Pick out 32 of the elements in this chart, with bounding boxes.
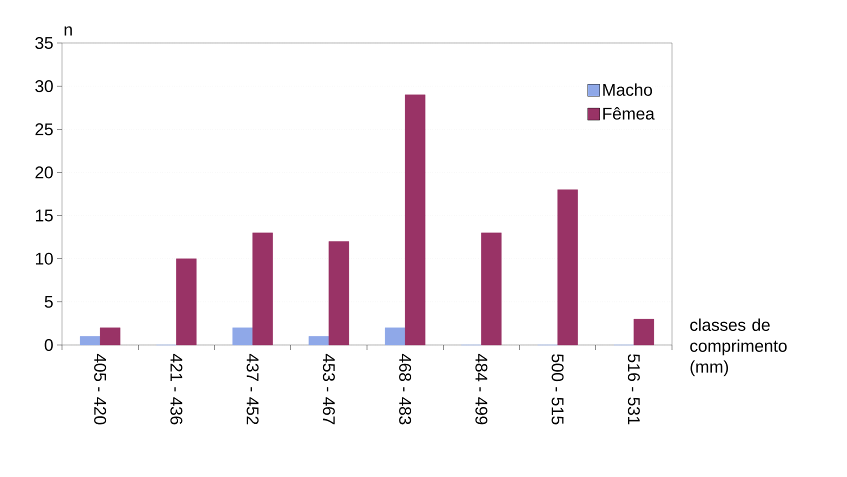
- y-tick-label: 0: [44, 339, 53, 351]
- bar: [252, 232, 273, 346]
- x-tick-label: 468 - 483: [399, 354, 412, 424]
- bar: [176, 258, 197, 346]
- bar: [557, 189, 578, 346]
- bar: [384, 328, 406, 346]
- x-tick-label: 516 - 531: [628, 354, 640, 424]
- bar: [80, 336, 100, 346]
- legend-label: Fêmea: [603, 107, 655, 120]
- y-tick-label: 10: [36, 252, 53, 265]
- bar: [404, 94, 426, 346]
- y-tick-label: 25: [36, 123, 53, 136]
- y-tick-label: 35: [35, 37, 53, 49]
- bar: [481, 232, 502, 346]
- bar: [328, 241, 350, 346]
- x-tick-label: 500 - 515: [552, 354, 564, 424]
- bar: [232, 328, 253, 346]
- x-tick-label: 421 - 436: [170, 354, 182, 424]
- x-tick-label: 437 - 452: [246, 354, 259, 424]
- y-tick-label: 5: [44, 296, 53, 308]
- x-tick-label: 453 - 467: [322, 354, 335, 424]
- y-axis-title: n: [64, 26, 72, 36]
- bar: [100, 328, 120, 346]
- x-tick-label: 484 - 499: [475, 354, 488, 424]
- legend-label: Macho: [603, 83, 652, 96]
- y-tick-label: 15: [36, 210, 53, 222]
- y-tick-label: 30: [35, 80, 53, 92]
- x-tick-label: 405 - 420: [94, 354, 106, 424]
- y-tick-label: 20: [36, 166, 53, 178]
- x-axis-title: classes de comprimento (mm): [690, 318, 787, 376]
- bar: [634, 318, 654, 346]
- bar: [308, 336, 330, 346]
